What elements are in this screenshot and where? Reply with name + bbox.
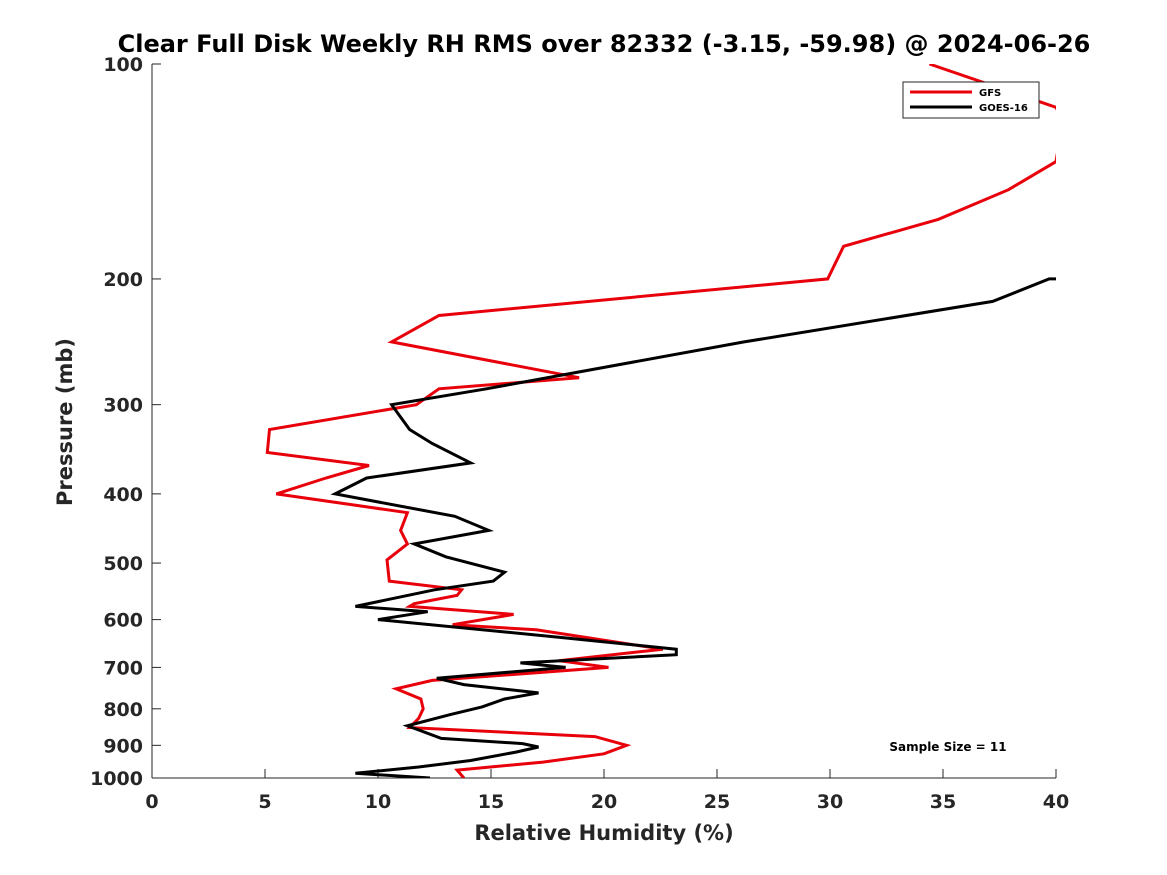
y-tick-label: 1000: [90, 768, 143, 790]
y-tick-label: 600: [103, 610, 143, 632]
series-line-goes-16: [330, 277, 1056, 778]
x-tick-label: 5: [258, 791, 271, 813]
x-axis-label: Relative Humidity (%): [474, 821, 733, 845]
y-axis-label: Pressure (mb): [53, 338, 77, 506]
series-line-gfs: [265, 64, 1056, 778]
y-tick-label: 200: [103, 269, 143, 291]
x-tick-label: 25: [704, 791, 730, 813]
x-tick-label: 0: [145, 791, 158, 813]
legend-box: [902, 81, 1040, 119]
series-lines: [265, 64, 1056, 778]
y-tick-label: 900: [103, 735, 143, 757]
y-tick-label: 500: [103, 553, 143, 575]
legend-label: GFS: [979, 88, 1001, 99]
sample-size-annotation: Sample Size = 11: [889, 740, 1006, 754]
x-tick-label: 10: [365, 791, 391, 813]
y-axis-ticks: 100 200 300 400 500 600 700 800 900 1000: [90, 54, 161, 790]
y-tick-label: 300: [103, 395, 143, 417]
y-tick-label: 700: [103, 657, 143, 679]
x-axis-ticks: 0 5 10 15 20 25 30 35 40: [145, 769, 1069, 813]
legend-label: GOES-16: [979, 103, 1028, 114]
y-tick-label: 800: [103, 699, 143, 721]
y-tick-label: 100: [103, 54, 143, 76]
y-tick-label: 400: [103, 484, 143, 506]
x-tick-label: 35: [930, 791, 956, 813]
x-tick-label: 20: [591, 791, 617, 813]
x-tick-label: 30: [817, 791, 843, 813]
chart-title: Clear Full Disk Weekly RH RMS over 82332…: [118, 30, 1091, 58]
legend: GFS GOES-16: [902, 81, 1040, 119]
x-tick-label: 40: [1043, 791, 1069, 813]
x-tick-label: 15: [478, 791, 504, 813]
